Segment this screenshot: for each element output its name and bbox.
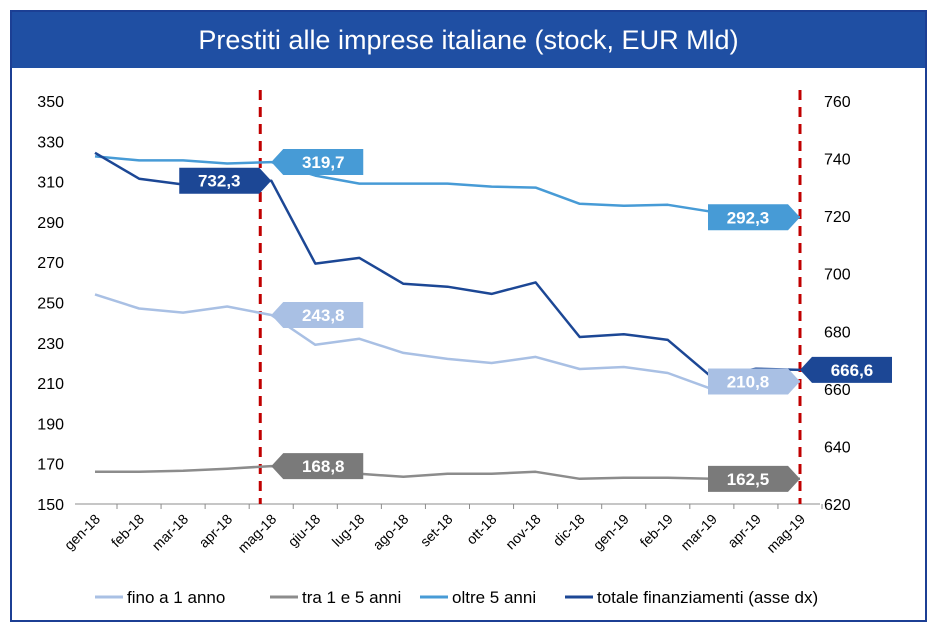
data-callout	[708, 465, 800, 492]
y-right-tick-label: 720	[824, 209, 851, 226]
x-tick-label: apr-18	[195, 511, 235, 551]
y-right-tick-label: 640	[824, 439, 851, 456]
y-left-tick-label: 190	[37, 416, 64, 433]
x-tick-label: set-18	[417, 511, 456, 550]
legend-label: tra 1 e 5 anni	[302, 588, 401, 607]
x-tick-label: mag-18	[234, 511, 279, 556]
y-right-tick-label: 740	[824, 152, 851, 169]
y-right-tick-label: 680	[824, 324, 851, 341]
series-line	[94, 293, 801, 391]
data-callout	[800, 356, 892, 383]
y-right-tick-label: 760	[824, 94, 851, 111]
data-callout	[271, 149, 364, 176]
data-callout	[179, 167, 272, 194]
legend-label: oltre 5 anni	[452, 588, 536, 607]
data-callout-label: 168,8	[302, 457, 345, 476]
x-tick-label: feb-19	[637, 511, 677, 551]
data-callout-label: 162,5	[727, 470, 770, 489]
legend-label: fino a 1 anno	[127, 588, 225, 607]
x-tick-label: gen-18	[61, 511, 103, 553]
x-tick-label: ago-18	[369, 511, 411, 553]
y-left-tick-label: 310	[37, 175, 64, 192]
y-left-tick-label: 350	[37, 94, 64, 111]
x-tick-label: lug-18	[329, 511, 368, 550]
legend-label: totale finanziamenti (asse dx)	[597, 588, 818, 607]
y-right-tick-label: 660	[824, 382, 851, 399]
y-left-tick-label: 230	[37, 336, 64, 353]
x-tick-label: dic-18	[550, 511, 588, 549]
data-callout-label: 732,3	[198, 172, 241, 191]
data-callout-label: 210,8	[727, 372, 770, 391]
data-callout	[708, 204, 800, 231]
y-left-tick-label: 250	[37, 296, 64, 313]
x-tick-label: nov-18	[502, 511, 544, 553]
x-tick-label: apr-19	[724, 511, 764, 551]
series-line	[95, 464, 800, 481]
data-callout	[708, 368, 800, 395]
x-tick-label: mar-18	[149, 511, 192, 554]
x-tick-label: mar-19	[677, 511, 720, 554]
data-callout	[271, 453, 364, 480]
data-callout-label: 292,3	[727, 208, 770, 227]
y-right-tick-label: 700	[824, 267, 851, 284]
series-line	[94, 155, 801, 219]
x-tick-label: ott-18	[463, 511, 500, 548]
chart-frame: Prestiti alle imprese italiane (stock, E…	[10, 10, 927, 622]
y-right-tick-label: 620	[824, 497, 851, 514]
chart-title: Prestiti alle imprese italiane (stock, E…	[12, 12, 925, 68]
y-left-tick-label: 150	[37, 497, 64, 514]
data-callout-label: 319,7	[302, 153, 345, 172]
data-callout	[271, 301, 364, 328]
y-left-tick-label: 210	[37, 376, 64, 393]
y-left-tick-label: 330	[37, 134, 64, 151]
y-left-tick-label: 290	[37, 215, 64, 232]
x-tick-label: giu-18	[285, 511, 324, 550]
data-callout-label: 666,6	[831, 361, 874, 380]
x-tick-label: mag-19	[763, 511, 808, 556]
x-tick-label: gen-19	[590, 511, 632, 553]
data-callout-label: 243,8	[302, 306, 345, 325]
y-left-tick-label: 170	[37, 457, 64, 474]
y-left-tick-label: 270	[37, 255, 64, 272]
x-tick-label: feb-18	[108, 511, 148, 551]
